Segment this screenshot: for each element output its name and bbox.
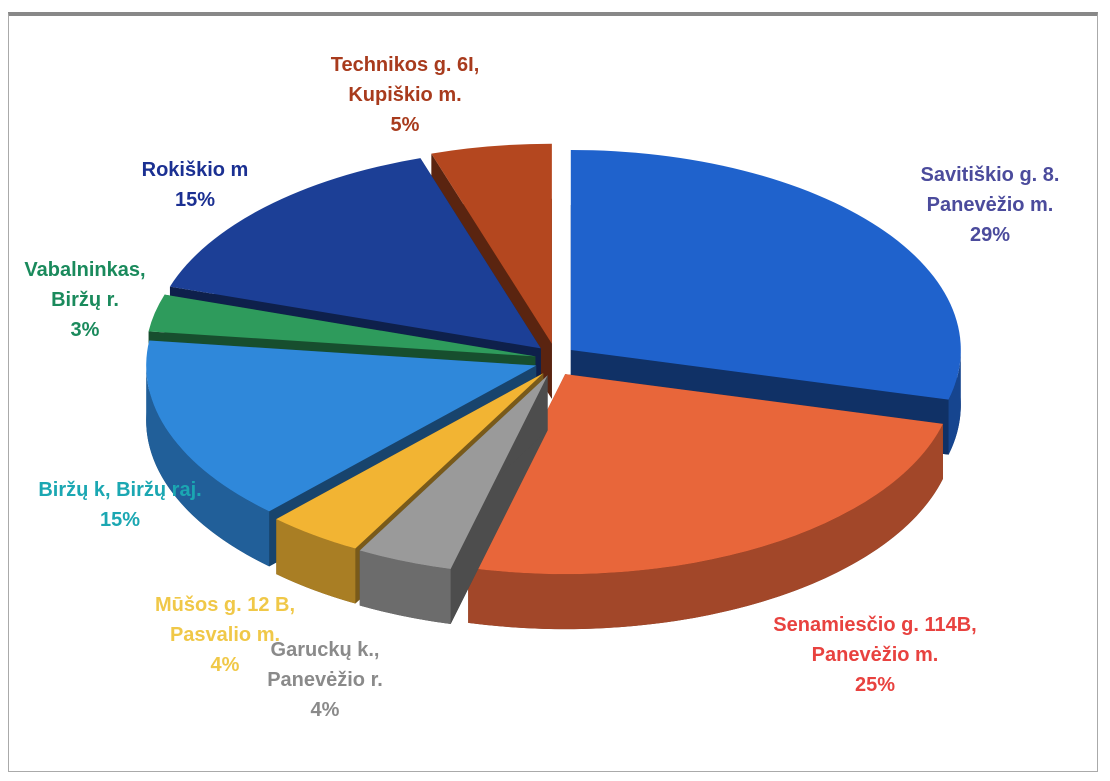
slice-label: Technikos g. 6I, Kupiškio m. 5%: [300, 50, 510, 140]
category-name: Senamiesčio g. 114B, Panevėžio m.: [773, 614, 977, 666]
value-label: 4%: [210, 654, 240, 676]
slice-side: [948, 349, 961, 455]
slice-top: [431, 143, 552, 344]
slice-label: Garuckų k., Panevėžio r. 4%: [245, 635, 405, 725]
slice-label: Savitiškio g. 8. Panevėžio m. 29%: [885, 160, 1095, 250]
value-label: 25%: [854, 674, 896, 696]
value-label: 4%: [310, 699, 340, 721]
chart-frame: [8, 12, 1098, 772]
slice-top: [468, 374, 943, 575]
category-name: Mūšos g. 12 B, Pasvalio m.: [154, 594, 296, 646]
value-label: 15%: [174, 189, 216, 211]
category-name: Biržų k, Biržų raj.: [38, 479, 202, 501]
category-name: Savitiškio g. 8. Panevėžio m.: [920, 164, 1060, 216]
slice: [468, 374, 943, 630]
value-label: 3%: [70, 319, 100, 341]
category-name: Vabalninkas, Biržų r.: [24, 259, 146, 311]
slice-top: [570, 149, 961, 400]
slice-side: [276, 519, 356, 604]
slice-top: [276, 373, 544, 549]
slice-top: [169, 158, 541, 349]
category-name: Technikos g. 6I, Kupiškio m.: [330, 54, 480, 106]
category-name: Rokiškio m: [141, 159, 249, 181]
slice-top: [359, 375, 548, 569]
slice: [359, 375, 548, 624]
slice-label: Biržų k, Biržų raj. 15%: [5, 475, 235, 535]
category-name: Garuckų k., Panevėžio r.: [267, 639, 383, 691]
slice-side: [359, 550, 451, 624]
slice-side: [146, 365, 270, 567]
value-label: 29%: [969, 224, 1011, 246]
value-label: 5%: [390, 114, 420, 136]
slice-label: Vabalninkas, Biržų r. 3%: [10, 255, 160, 345]
slice-side: [468, 423, 943, 630]
slice-label: Mūšos g. 12 B, Pasvalio m. 4%: [135, 590, 315, 680]
value-label: 15%: [99, 509, 141, 531]
slice-label: Rokiškio m 15%: [120, 155, 270, 215]
slice-top: [148, 294, 536, 357]
slice-label: Senamiesčio g. 114B, Panevėžio m. 25%: [770, 610, 980, 700]
slice-top: [146, 340, 537, 512]
